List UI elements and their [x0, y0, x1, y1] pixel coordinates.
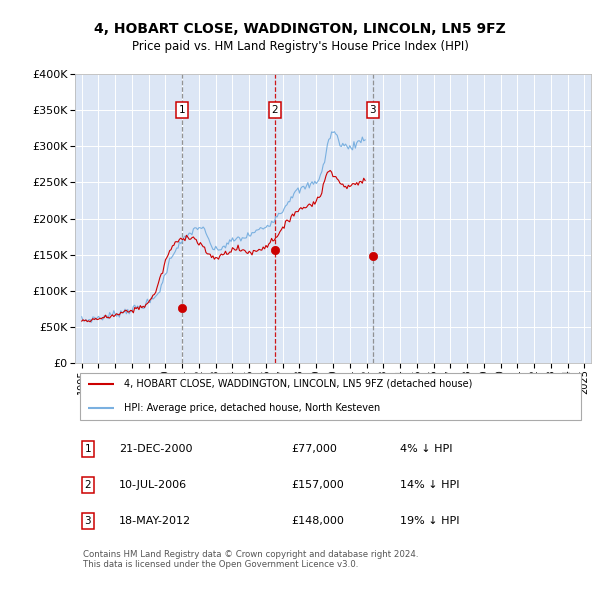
Text: 3: 3 [370, 105, 376, 115]
Text: 4% ↓ HPI: 4% ↓ HPI [400, 444, 452, 454]
Text: HPI: Average price, detached house, North Kesteven: HPI: Average price, detached house, Nort… [124, 404, 380, 414]
Text: 2: 2 [85, 480, 91, 490]
Text: 19% ↓ HPI: 19% ↓ HPI [400, 516, 460, 526]
FancyBboxPatch shape [80, 373, 581, 419]
Text: £157,000: £157,000 [292, 480, 344, 490]
Text: Contains HM Land Registry data © Crown copyright and database right 2024.
This d: Contains HM Land Registry data © Crown c… [83, 550, 418, 569]
Text: 18-MAY-2012: 18-MAY-2012 [119, 516, 191, 526]
Text: 4, HOBART CLOSE, WADDINGTON, LINCOLN, LN5 9FZ (detached house): 4, HOBART CLOSE, WADDINGTON, LINCOLN, LN… [124, 379, 472, 389]
Text: £148,000: £148,000 [292, 516, 344, 526]
Text: Price paid vs. HM Land Registry's House Price Index (HPI): Price paid vs. HM Land Registry's House … [131, 40, 469, 53]
Text: 21-DEC-2000: 21-DEC-2000 [119, 444, 193, 454]
Text: 2: 2 [272, 105, 278, 115]
Text: £77,000: £77,000 [292, 444, 338, 454]
Text: 1: 1 [85, 444, 91, 454]
Text: 14% ↓ HPI: 14% ↓ HPI [400, 480, 460, 490]
Text: 4, HOBART CLOSE, WADDINGTON, LINCOLN, LN5 9FZ: 4, HOBART CLOSE, WADDINGTON, LINCOLN, LN… [94, 22, 506, 37]
Text: 1: 1 [178, 105, 185, 115]
Text: 3: 3 [85, 516, 91, 526]
Text: 10-JUL-2006: 10-JUL-2006 [119, 480, 187, 490]
